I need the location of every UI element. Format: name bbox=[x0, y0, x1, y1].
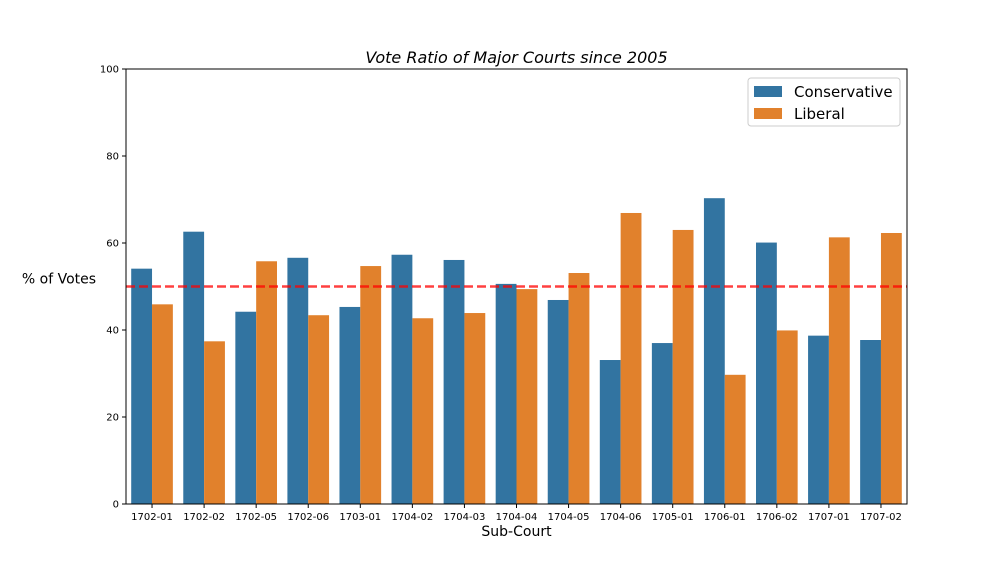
bar-liberal-1705-01 bbox=[672, 229, 694, 504]
bar-conservative-1704-05 bbox=[547, 299, 569, 504]
bar-liberal-1702-02 bbox=[204, 341, 225, 504]
legend-label-conservative: Conservative bbox=[794, 83, 893, 101]
bar-liberal-1704-06 bbox=[620, 212, 642, 505]
x-tick-label-1704-03: 1704-03 bbox=[444, 512, 486, 523]
bar-liberal-1706-02 bbox=[776, 330, 798, 504]
y-tick-label-40: 40 bbox=[106, 326, 119, 337]
bar-liberal-1702-01 bbox=[152, 304, 173, 504]
y-axis-label: % of Votes bbox=[22, 272, 96, 288]
x-tick-label-1704-05: 1704-05 bbox=[548, 512, 590, 523]
chart-title: Vote Ratio of Major Courts since 2005 bbox=[365, 48, 667, 67]
y-tick-label-100: 100 bbox=[100, 65, 119, 76]
x-tick-label-1704-02: 1704-02 bbox=[391, 512, 433, 523]
bar-liberal-1707-01 bbox=[828, 237, 850, 504]
bar-liberal-1706-01 bbox=[724, 374, 746, 504]
bar-conservative-1707-02 bbox=[860, 340, 881, 504]
x-axis: 1702-01 1702-02 1702-05 1702-06 1703-01 1704-… bbox=[131, 504, 902, 523]
bars-group bbox=[131, 198, 902, 505]
x-tick-label-1706-01: 1706-01 bbox=[704, 512, 746, 523]
x-tick-label-1706-02: 1706-02 bbox=[756, 512, 798, 523]
bar-conservative-1704-06 bbox=[599, 360, 621, 504]
bar-conservative-1702-06 bbox=[287, 257, 309, 504]
y-tick-label-20: 20 bbox=[106, 413, 119, 424]
y-axis: 0 20 40 60 80 100 bbox=[100, 65, 126, 511]
x-tick-label-1707-01: 1707-01 bbox=[808, 512, 850, 523]
legend-label-liberal: Liberal bbox=[794, 105, 845, 123]
legend-swatch-conservative bbox=[754, 86, 782, 97]
bar-conservative-1706-01 bbox=[703, 198, 725, 504]
x-axis-label: Sub-Court bbox=[481, 524, 552, 540]
x-tick-label-1707-02: 1707-02 bbox=[860, 512, 902, 523]
bar-conservative-1702-01 bbox=[131, 268, 153, 504]
x-tick-label-1702-02: 1702-02 bbox=[183, 512, 225, 523]
bar-conservative-1704-04 bbox=[495, 283, 517, 504]
bar-conservative-1704-03 bbox=[443, 259, 465, 504]
bar-conservative-1706-02 bbox=[756, 242, 777, 504]
y-tick-label-0: 0 bbox=[113, 500, 119, 511]
bar-liberal-1703-01 bbox=[360, 266, 382, 504]
x-tick-label-1702-05: 1702-05 bbox=[235, 512, 277, 523]
y-tick-label-80: 80 bbox=[106, 152, 119, 163]
legend-swatch-liberal bbox=[754, 108, 782, 119]
y-tick-label-60: 60 bbox=[106, 239, 119, 250]
bar-liberal-1704-02 bbox=[412, 318, 434, 504]
bar-liberal-1704-04 bbox=[516, 289, 538, 504]
x-tick-label-1704-06: 1704-06 bbox=[600, 512, 642, 523]
bar-liberal-1704-03 bbox=[464, 313, 486, 504]
x-tick-label-1704-04: 1704-04 bbox=[496, 512, 538, 523]
bar-conservative-1704-02 bbox=[391, 254, 413, 504]
bar-conservative-1702-02 bbox=[183, 231, 205, 504]
legend: Conservative Liberal bbox=[747, 77, 901, 127]
bar-conservative-1705-01 bbox=[651, 343, 673, 504]
x-tick-label-1702-01: 1702-01 bbox=[131, 512, 173, 523]
x-tick-label-1705-01: 1705-01 bbox=[652, 512, 694, 523]
bar-conservative-1707-01 bbox=[808, 335, 829, 504]
bar-conservative-1702-05 bbox=[235, 311, 257, 504]
bar-liberal-1702-06 bbox=[308, 315, 330, 504]
x-tick-label-1703-01: 1703-01 bbox=[339, 512, 381, 523]
bar-liberal-1702-05 bbox=[256, 261, 277, 504]
bar-liberal-1707-02 bbox=[880, 232, 902, 504]
bar-liberal-1704-05 bbox=[568, 273, 590, 504]
bar-conservative-1703-01 bbox=[339, 306, 361, 504]
legend-box bbox=[747, 77, 901, 127]
x-tick-label-1702-06: 1702-06 bbox=[287, 512, 329, 523]
